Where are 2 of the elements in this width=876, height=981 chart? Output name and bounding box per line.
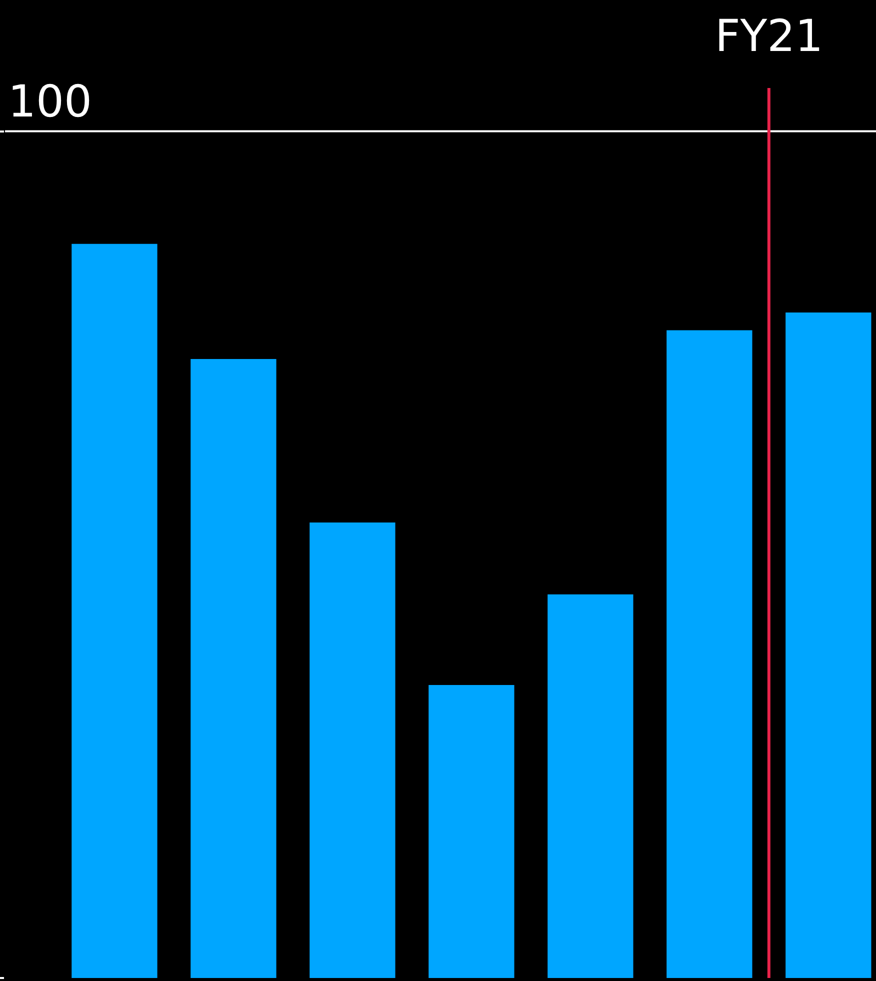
y-tick-label: 100	[8, 76, 92, 128]
annotation: FY21	[715, 11, 824, 62]
